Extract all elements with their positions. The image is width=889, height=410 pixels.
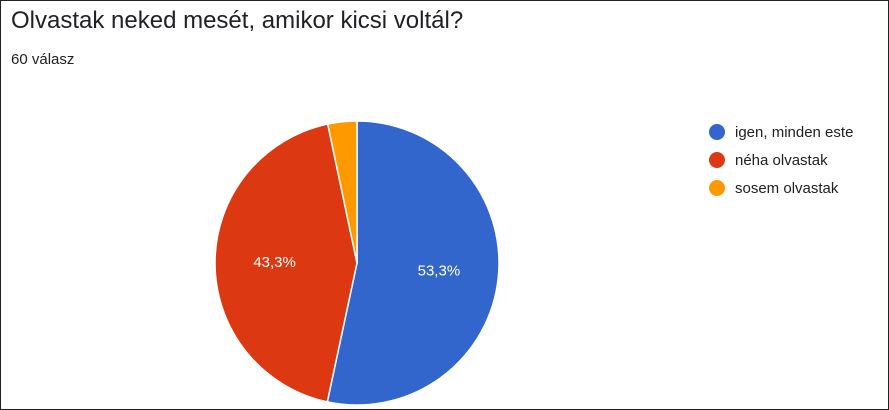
legend-label: sosem olvastak [735, 179, 839, 197]
legend-swatch [709, 152, 725, 168]
slice-value-label-1: 53,3% [418, 263, 461, 280]
legend-swatch [709, 124, 725, 140]
response-count: 60 válasz [11, 51, 75, 68]
legend-item-1: igen, minden este [709, 118, 853, 146]
legend-label: igen, minden este [735, 123, 854, 141]
legend-swatch [709, 180, 725, 196]
legend-item-3: sosem olvastak [709, 174, 853, 202]
pie-slice-1 [326, 120, 500, 406]
legend-item-2: néha olvastak [709, 146, 853, 174]
legend-label: néha olvastak [735, 151, 828, 169]
pie-slices [214, 120, 500, 406]
slice-value-label-2: 43,3% [253, 254, 296, 271]
pie-slice-2 [214, 123, 358, 403]
page-title: Olvastak neked mesét, amikor kicsi voltá… [11, 7, 464, 34]
pie-labels: 53,3% 43,3% [253, 254, 460, 280]
pie-slice-3 [326, 120, 358, 264]
chart-legend: igen, minden este néha olvastak sosem olva… [709, 118, 853, 202]
